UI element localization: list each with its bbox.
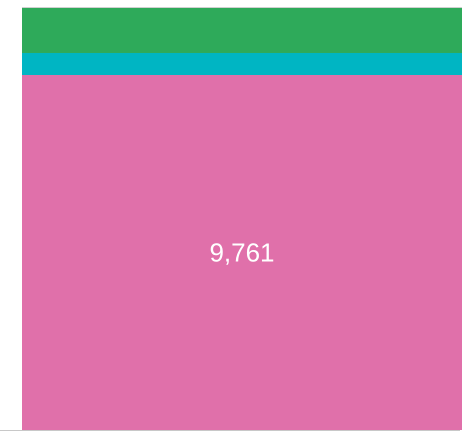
data-label: 9,761 [209,237,274,267]
bar-segment [22,8,462,53]
bars [22,8,462,431]
bar-segment [22,52,462,75]
bar-segment [22,74,462,431]
